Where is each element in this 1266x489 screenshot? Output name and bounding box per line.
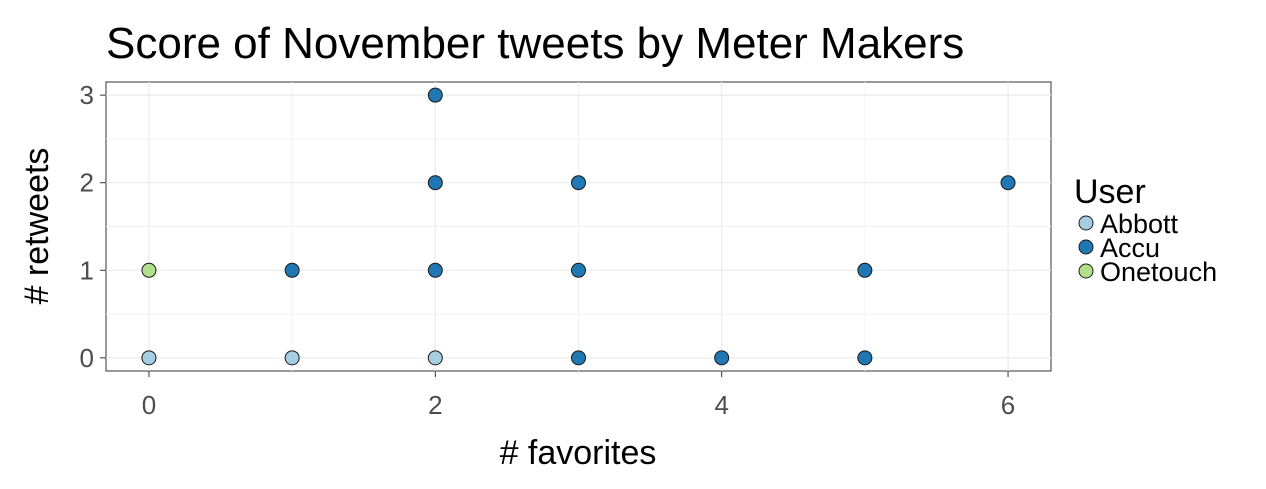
- x-tick-label: 6: [1001, 390, 1015, 420]
- y-tick-label: 0: [80, 343, 94, 373]
- point-accu: [857, 350, 873, 366]
- legend-title: User: [1074, 173, 1146, 211]
- point-accu: [1000, 175, 1016, 191]
- point-accu: [571, 350, 586, 366]
- y-axis-title: # retweets: [18, 148, 56, 305]
- legend-key-abbott: [1078, 215, 1094, 231]
- point-accu: [571, 262, 586, 278]
- y-tick-label: 1: [80, 255, 94, 285]
- x-tick-label: 4: [714, 390, 728, 420]
- legend-label-accu: Accu: [1100, 233, 1160, 263]
- legend-key-accu: [1078, 239, 1094, 255]
- legend-label-abbott: Abbott: [1100, 209, 1179, 239]
- point-accu: [427, 87, 443, 103]
- chart-title: Score of November tweets by Meter Makers: [106, 19, 964, 68]
- point-accu: [714, 350, 730, 366]
- point-abbott: [141, 350, 157, 366]
- point-abbott: [284, 350, 300, 366]
- axis-ticks: 0 2 4 6 0 1 2 3: [80, 80, 1016, 420]
- point-onetouch: [141, 262, 157, 278]
- point-accu: [427, 175, 443, 191]
- y-tick-label: 2: [80, 168, 94, 198]
- point-accu: [427, 262, 443, 278]
- grid-lines: [106, 82, 1051, 371]
- point-abbott: [427, 350, 443, 366]
- point-accu: [571, 175, 586, 191]
- x-tick-label: 0: [142, 390, 156, 420]
- point-accu: [284, 262, 300, 278]
- x-tick-label: 2: [428, 390, 442, 420]
- legend-label-onetouch: Onetouch: [1100, 257, 1217, 287]
- data-points: [141, 87, 1016, 366]
- point-accu: [857, 262, 873, 278]
- legend-key-onetouch: [1078, 263, 1094, 279]
- y-tick-label: 3: [80, 80, 94, 110]
- x-axis-title: # favorites: [500, 434, 657, 472]
